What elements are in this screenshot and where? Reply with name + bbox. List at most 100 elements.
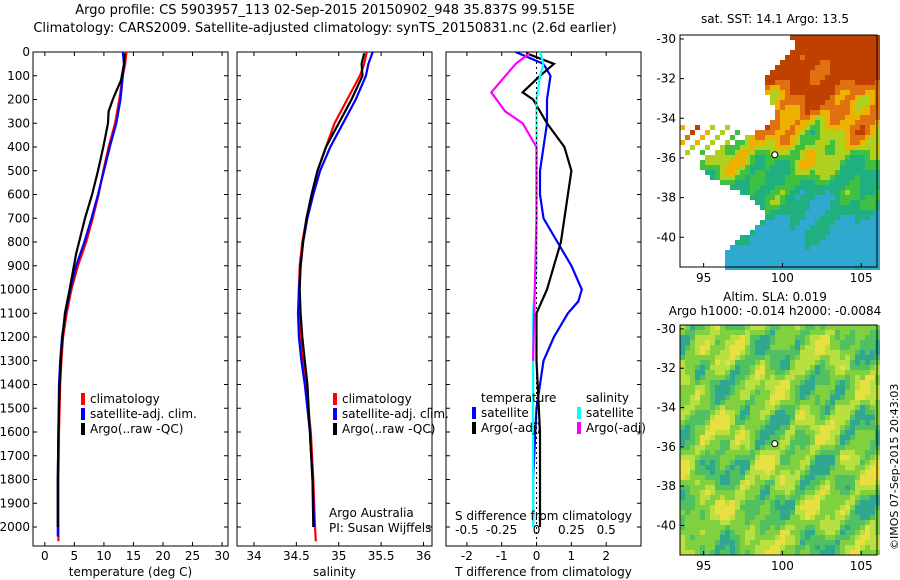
- map-cell: [765, 245, 770, 250]
- map-cell: [690, 460, 695, 465]
- map-cell: [785, 350, 790, 355]
- map-cell: [685, 495, 690, 500]
- map-cell: [870, 340, 875, 345]
- map-cell: [770, 70, 775, 75]
- map-cell: [790, 400, 795, 405]
- map-cell: [765, 470, 770, 475]
- map-cell: [740, 175, 745, 180]
- map-cell: [830, 445, 835, 450]
- map-cell: [830, 100, 835, 105]
- map-cell: [790, 490, 795, 495]
- map-cell: [870, 230, 875, 235]
- map-cell: [690, 450, 695, 455]
- map-cell: [860, 155, 865, 160]
- map-cell: [770, 510, 775, 515]
- map-cell: [800, 420, 805, 425]
- map-cell: [800, 490, 805, 495]
- map-cell: [805, 535, 810, 540]
- map-y-tick-label: -34: [656, 401, 676, 415]
- map-cell: [865, 370, 870, 375]
- map-cell: [725, 125, 730, 130]
- map-cell: [775, 225, 780, 230]
- map-cell: [780, 190, 785, 195]
- map-cell: [740, 250, 745, 255]
- map-cell: [850, 460, 855, 465]
- map-cell: [855, 485, 860, 490]
- map-cell: [715, 330, 720, 335]
- map-cell: [850, 245, 855, 250]
- map-cell: [835, 100, 840, 105]
- map-cell: [785, 410, 790, 415]
- map-cell: [855, 210, 860, 215]
- map-cell: [765, 460, 770, 465]
- map-cell: [805, 490, 810, 495]
- map-cell: [745, 400, 750, 405]
- map-cell: [865, 255, 870, 260]
- map-cell: [770, 385, 775, 390]
- map-cell: [810, 350, 815, 355]
- map-cell: [845, 535, 850, 540]
- map-cell: [695, 125, 700, 130]
- map-y-tick-label: -36: [656, 151, 676, 165]
- map-cell: [795, 80, 800, 85]
- map-cell: [860, 375, 865, 380]
- map-cell: [800, 455, 805, 460]
- legend-label: Argo(-adj): [481, 421, 541, 435]
- map-cell: [755, 345, 760, 350]
- map-cell: [780, 100, 785, 105]
- map-cell: [840, 390, 845, 395]
- map-cell: [790, 360, 795, 365]
- map-cell: [750, 155, 755, 160]
- map-cell: [845, 380, 850, 385]
- map-frame: [679, 324, 878, 556]
- map-cell: [720, 485, 725, 490]
- map-cell: [690, 475, 695, 480]
- map-cell: [690, 390, 695, 395]
- map-cell: [695, 510, 700, 515]
- map-cell: [780, 220, 785, 225]
- map-cell: [690, 520, 695, 525]
- series-line-climatology: [297, 52, 368, 542]
- map-cell: [850, 160, 855, 165]
- map-cell: [865, 395, 870, 400]
- map-cell: [715, 505, 720, 510]
- map-cell: [825, 330, 830, 335]
- map-cell: [785, 240, 790, 245]
- map-cell: [715, 170, 720, 175]
- map-cell: [775, 165, 780, 170]
- map-cell: [825, 255, 830, 260]
- map-cell: [695, 395, 700, 400]
- map-cell: [870, 325, 875, 330]
- map-cell: [775, 120, 780, 125]
- map-cell: [765, 505, 770, 510]
- map-cell: [755, 170, 760, 175]
- map-cell: [755, 245, 760, 250]
- map-cell: [795, 370, 800, 375]
- map-cell: [870, 250, 875, 255]
- map-cell: [785, 400, 790, 405]
- map-cell: [840, 425, 845, 430]
- map-cell: [855, 40, 860, 45]
- map-cell: [800, 155, 805, 160]
- map-cell: [690, 500, 695, 505]
- map-cell: [810, 135, 815, 140]
- map-cell: [790, 445, 795, 450]
- map-cell: [845, 60, 850, 65]
- map-cell: [860, 445, 865, 450]
- map-cell: [775, 550, 780, 555]
- map-cell: [805, 50, 810, 55]
- map-cell: [840, 545, 845, 550]
- map-cell: [740, 160, 745, 165]
- map-cell: [845, 530, 850, 535]
- map-cell: [780, 390, 785, 395]
- map-cell: [845, 250, 850, 255]
- map-cell: [850, 255, 855, 260]
- map-cell: [840, 195, 845, 200]
- map-cell: [765, 325, 770, 330]
- map-cell: [750, 165, 755, 170]
- map-cell: [750, 350, 755, 355]
- map-cell: [715, 480, 720, 485]
- map-cell: [770, 160, 775, 165]
- map-cell: [825, 400, 830, 405]
- map-cell: [695, 380, 700, 385]
